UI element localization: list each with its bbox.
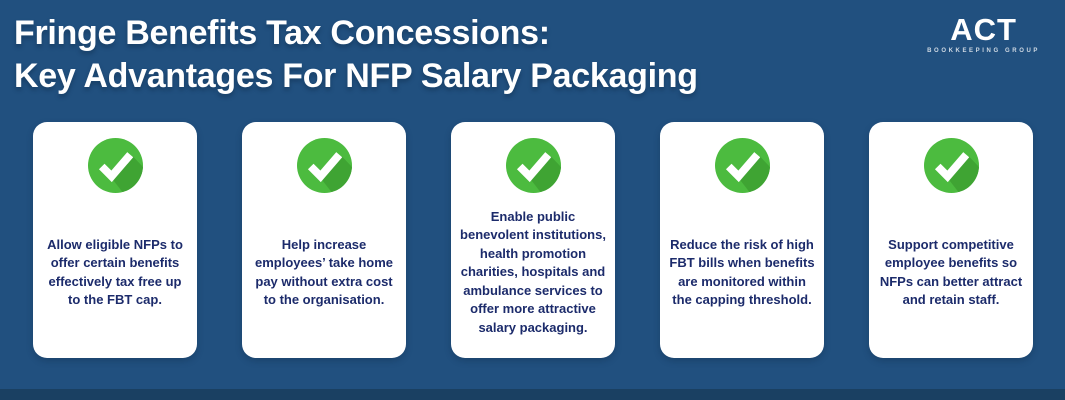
page-title-line2: Key Advantages For NFP Salary Packaging bbox=[14, 57, 698, 95]
check-icon bbox=[505, 138, 561, 193]
check-icon bbox=[714, 138, 770, 193]
benefit-card-text: Help increase employees’ take home pay w… bbox=[254, 236, 393, 307]
check-icon bbox=[923, 138, 979, 193]
act-logo-wordmark: ACT bbox=[950, 12, 1017, 47]
page-title-line1: Fringe Benefits Tax Concessions: bbox=[14, 14, 550, 52]
benefit-card-2: Help increase employees’ take home pay w… bbox=[242, 122, 406, 358]
check-icon bbox=[87, 138, 143, 193]
page-title: Fringe Benefits Tax Concessions: Key Adv… bbox=[14, 12, 698, 98]
check-icon bbox=[296, 138, 352, 193]
benefit-card-4: Reduce the risk of high FBT bills when b… bbox=[660, 122, 824, 358]
benefit-card-text: Reduce the risk of high FBT bills when b… bbox=[669, 236, 815, 307]
benefit-card-text: Allow eligible NFPs to offer certain ben… bbox=[47, 236, 183, 307]
benefit-card-text: Enable public benevolent institutions, h… bbox=[460, 208, 606, 335]
act-logo: ACT BOOKKEEPING GROUP bbox=[927, 14, 1040, 54]
benefit-cards-row: Allow eligible NFPs to offer certain ben… bbox=[33, 122, 1033, 358]
benefit-card-5: Support competitive employee benefits so… bbox=[869, 122, 1033, 358]
footer-accent-strip bbox=[0, 389, 1065, 400]
benefit-card-3: Enable public benevolent institutions, h… bbox=[451, 122, 615, 358]
benefit-card-text: Support competitive employee benefits so… bbox=[879, 236, 1023, 307]
benefit-card-1: Allow eligible NFPs to offer certain ben… bbox=[33, 122, 197, 358]
act-logo-tagline: BOOKKEEPING GROUP bbox=[927, 48, 1040, 54]
